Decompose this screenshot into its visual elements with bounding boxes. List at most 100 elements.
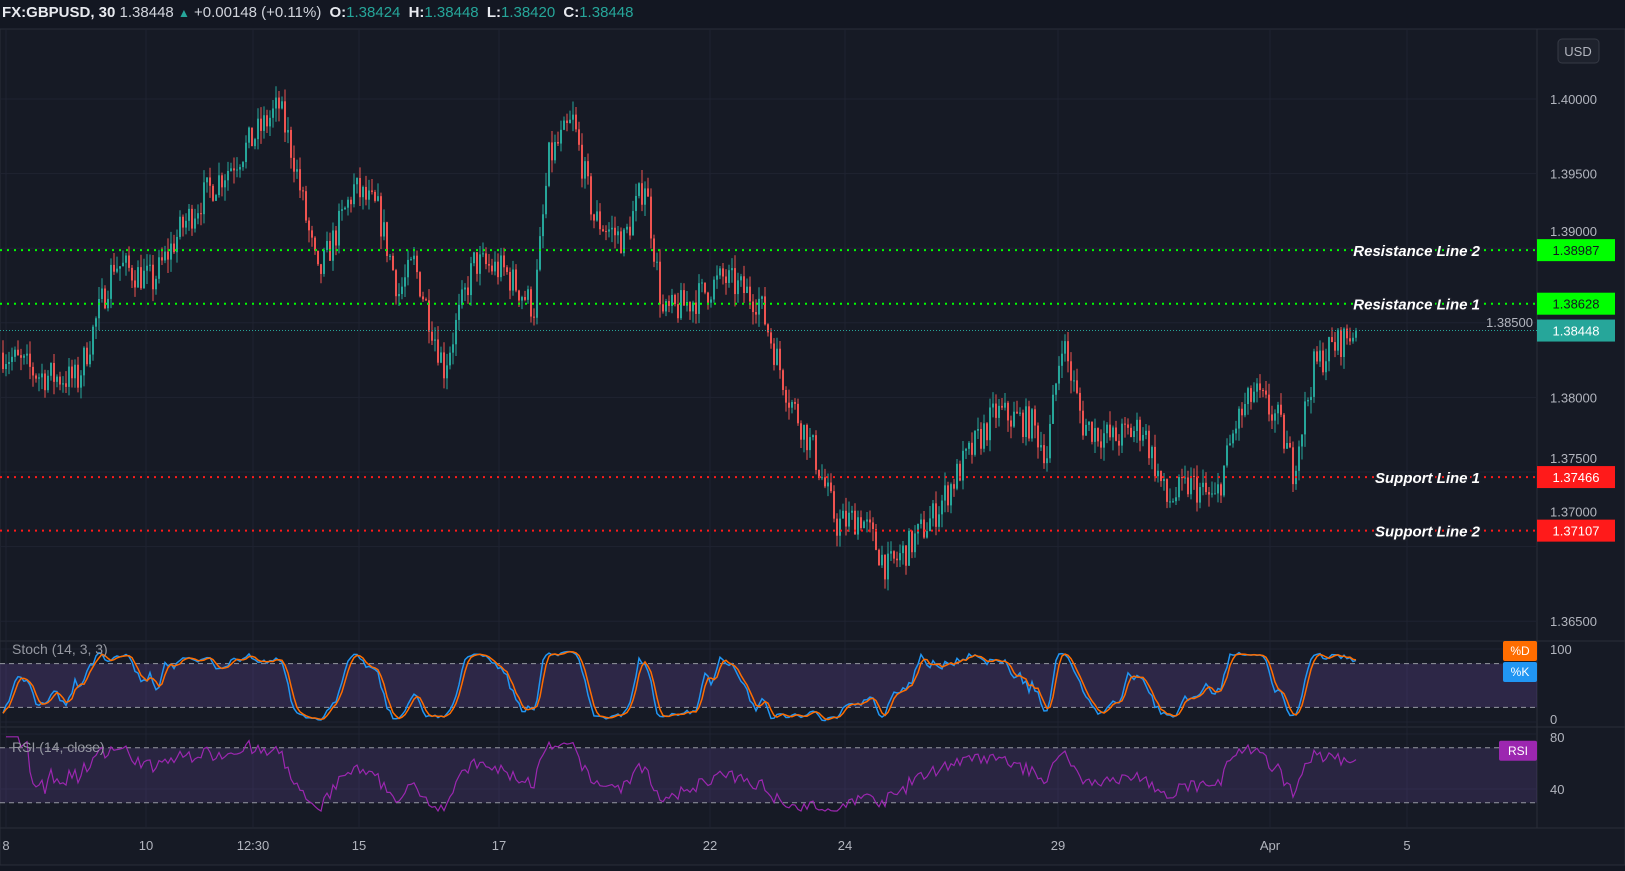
candle	[134, 280, 136, 288]
candle	[317, 250, 319, 265]
candle	[1151, 446, 1153, 459]
candle	[890, 551, 892, 554]
candle	[32, 366, 34, 376]
candle	[80, 375, 82, 388]
candle	[701, 282, 703, 284]
candle	[1025, 406, 1027, 438]
candle	[77, 364, 79, 388]
candle	[428, 300, 430, 332]
candle	[545, 185, 547, 215]
candle	[596, 211, 598, 221]
candle	[872, 522, 874, 529]
candle	[344, 207, 346, 210]
indicator-lines	[2, 650, 1357, 813]
candle	[1175, 497, 1177, 502]
candle	[623, 229, 625, 254]
candle	[647, 188, 649, 197]
candle	[902, 545, 904, 554]
candle	[461, 289, 463, 305]
candle	[662, 304, 664, 312]
candle	[230, 168, 232, 171]
time-tick-label: Apr	[1260, 838, 1281, 853]
candle	[356, 178, 358, 185]
open-label: O:	[329, 4, 347, 21]
candle	[1292, 447, 1294, 485]
candle	[614, 227, 616, 236]
candle	[1319, 350, 1321, 362]
candle	[47, 375, 49, 391]
candle	[476, 252, 478, 274]
candle	[971, 442, 973, 455]
candle	[209, 177, 211, 186]
rsi-line	[6, 736, 1357, 813]
candle	[173, 243, 175, 253]
usd-button[interactable]: USD	[1557, 38, 1600, 64]
candle	[746, 286, 748, 294]
candle	[788, 402, 790, 408]
candle	[1136, 419, 1138, 432]
candle	[122, 262, 124, 267]
candle	[377, 196, 379, 201]
candle	[857, 517, 859, 535]
candle	[1043, 445, 1045, 464]
candle	[1178, 477, 1180, 498]
symbol-title[interactable]: FX:GBPUSD, 30	[2, 4, 116, 21]
price-tick-label: 1.40000	[1550, 92, 1597, 107]
candle	[290, 129, 292, 158]
candle	[917, 523, 919, 534]
candle	[1046, 458, 1048, 464]
time-tick-label: 10	[139, 838, 153, 853]
candle	[2, 352, 4, 370]
candle	[1274, 413, 1276, 421]
candle	[1262, 390, 1264, 392]
candle	[1010, 420, 1012, 427]
candle	[1307, 400, 1309, 402]
candle	[656, 261, 658, 263]
candle	[683, 290, 685, 306]
candle	[863, 521, 865, 529]
candle	[131, 267, 133, 281]
candle	[254, 139, 256, 147]
candle	[512, 269, 514, 291]
candle	[644, 188, 646, 205]
candle	[149, 264, 151, 266]
candle	[1247, 388, 1249, 405]
candle	[338, 210, 340, 246]
candle	[677, 304, 679, 319]
candle	[554, 142, 556, 161]
candle	[488, 264, 490, 266]
candle	[1187, 477, 1189, 495]
candle	[782, 370, 784, 390]
candle	[59, 376, 61, 385]
candle	[710, 299, 712, 303]
candle	[635, 195, 637, 212]
candle	[995, 403, 997, 418]
candle	[26, 353, 28, 356]
candle	[206, 177, 208, 183]
candle	[398, 294, 400, 297]
rsi-tag	[1499, 740, 1537, 761]
candle	[767, 324, 769, 333]
candle	[1058, 365, 1060, 384]
stoch-k-tag	[1503, 662, 1537, 682]
candle	[506, 267, 508, 272]
candle	[920, 519, 922, 524]
candle	[668, 301, 670, 306]
price-axis[interactable]: 1.40000 1.39500 1.39000 1.38500 1.38000 1.375…	[1486, 92, 1597, 797]
candle	[923, 519, 925, 538]
candle	[233, 168, 235, 171]
candle	[659, 261, 661, 305]
candle	[500, 255, 502, 278]
candle	[125, 255, 127, 263]
candle	[1298, 446, 1300, 471]
candle	[23, 355, 25, 358]
candle	[980, 429, 982, 449]
candle	[368, 190, 370, 200]
candle	[143, 270, 145, 289]
candle	[992, 403, 994, 408]
time-axis[interactable]: 8 10 12:30 15 17 22 24 29 Apr 5	[2, 838, 1410, 853]
candle	[1259, 383, 1261, 391]
candle	[191, 208, 193, 229]
candle	[1157, 470, 1159, 477]
